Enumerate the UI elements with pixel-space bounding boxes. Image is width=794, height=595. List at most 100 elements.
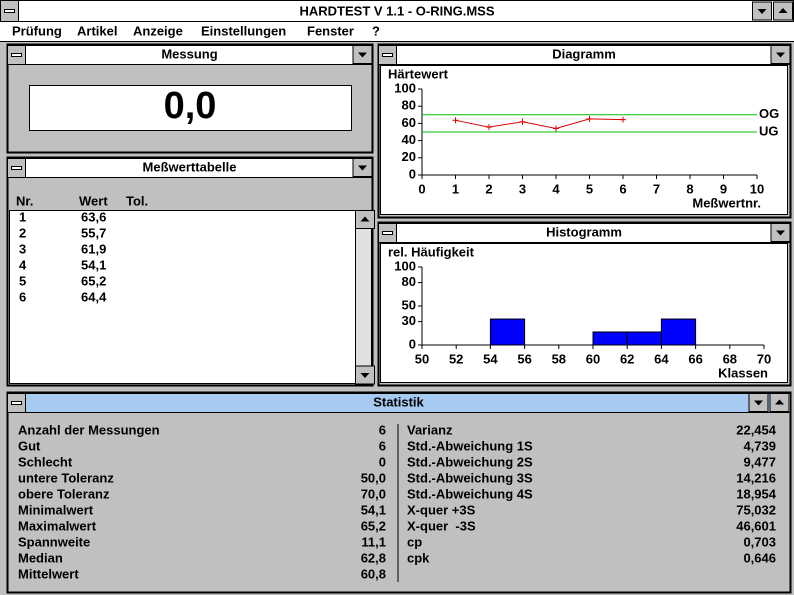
arrow-icon [776, 52, 785, 58]
y-tick-label: 80 [402, 274, 416, 289]
display-box [29, 85, 352, 131]
x-tick-label: 9 [720, 181, 727, 196]
stat-value: 4,739 [743, 438, 776, 453]
system-menu-icon [11, 166, 22, 170]
x-tick-label: 5 [586, 181, 593, 196]
y-tick-label: 100 [394, 80, 416, 95]
x-tick-label: 70 [757, 351, 771, 366]
histogram-bar [626, 331, 662, 346]
stat-label: untere Toleranz [18, 470, 114, 485]
stat-label: obere Toleranz [18, 486, 110, 501]
y-tick-label: 0 [409, 336, 416, 351]
menu-item[interactable]: Einstellungen [201, 23, 286, 38]
table-header: Tol. [126, 193, 148, 208]
x-axis-label: Klassen [718, 365, 768, 380]
data-point [452, 117, 459, 124]
system-menu-icon [11, 401, 22, 405]
x-tick-label: 60 [586, 351, 600, 366]
y-tick-label: 80 [402, 98, 416, 113]
stat-label: Spannweite [18, 534, 90, 549]
plot-background [380, 65, 788, 215]
stat-value: 75,032 [736, 502, 776, 517]
x-tick-label: 62 [620, 351, 634, 366]
x-tick-label: 3 [519, 181, 526, 196]
x-tick-label: 1 [452, 181, 459, 196]
menu-item[interactable]: Prüfung [12, 23, 62, 38]
stat-value: 6 [379, 422, 386, 437]
histogram-bar [660, 318, 697, 346]
stat-value: 65,2 [361, 518, 386, 533]
stat-label: Gut [18, 438, 41, 453]
y-tick-label: 100 [394, 258, 416, 273]
arrow-icon [360, 373, 370, 378]
y-axis-label: rel. Häufigkeit [388, 244, 475, 259]
stat-label: Varianz [407, 422, 453, 437]
system-menu-icon [382, 231, 393, 235]
arrow-icon [358, 165, 367, 171]
y-tick-label: 50 [402, 297, 416, 312]
stat-label: Median [18, 550, 63, 565]
x-tick-label: 6 [619, 181, 626, 196]
stat-value: 54,1 [361, 502, 386, 517]
stat-value: 60,8 [361, 566, 386, 581]
stat-label: Std.-Abweichung 4S [407, 486, 533, 501]
stat-value: 50,0 [361, 470, 386, 485]
table-header: Nr. [16, 193, 33, 208]
system-menu-icon [4, 9, 15, 13]
arrow-icon [775, 399, 784, 405]
table-cell: 1 [19, 209, 26, 224]
data-point [553, 125, 559, 132]
menu-item[interactable]: Anzeige [133, 23, 183, 38]
measurement-display: 0,0 [164, 85, 217, 127]
x-tick-label: 50 [415, 351, 429, 366]
panel-title: Statistik [373, 394, 424, 409]
stat-value: 9,477 [743, 454, 776, 469]
panel-title: Messung [161, 46, 217, 61]
panel-title: Diagramm [552, 46, 616, 61]
data-point [519, 118, 526, 125]
table-cell: 61,9 [81, 241, 106, 256]
stat-label: Anzahl der Messungen [18, 422, 160, 437]
y-axis-label: Härtewert [388, 66, 449, 81]
x-tick-label: 58 [552, 351, 566, 366]
arrow-icon [360, 216, 370, 222]
scrollbar [355, 210, 372, 384]
stat-value: 18,954 [736, 486, 777, 501]
table-cell: 64,4 [81, 289, 107, 304]
y-tick-label: 30 [402, 313, 416, 328]
arrow-icon [754, 400, 763, 406]
table-header: Wert [79, 193, 108, 208]
panel-title: Meßwerttabelle [143, 159, 237, 174]
table-cell: 54,1 [81, 257, 106, 272]
stat-value: 14,216 [736, 470, 776, 485]
menu-item[interactable]: ? [372, 23, 380, 38]
arrow-icon [776, 230, 785, 236]
panel [6, 391, 792, 594]
stat-label: Mittelwert [18, 566, 79, 581]
stat-value: 62,8 [361, 550, 386, 565]
menu-bar [0, 22, 794, 41]
stat-label: Std.-Abweichung 2S [407, 454, 533, 469]
data-line [455, 118, 624, 129]
table-cell: 6 [19, 289, 26, 304]
y-tick-label: 20 [402, 149, 416, 164]
stat-label: cp [407, 534, 422, 549]
arrow-icon [778, 8, 788, 13]
table-cell: 5 [19, 273, 26, 288]
stat-label: Maximalwert [18, 518, 97, 533]
stat-value: 0,703 [743, 534, 776, 549]
stat-label: X-quer -3S [407, 518, 476, 533]
x-tick-label: 64 [654, 351, 669, 366]
panel-title: Histogramm [546, 224, 622, 239]
table-cell: 2 [19, 225, 26, 240]
data-point [620, 116, 626, 123]
y-tick-label: 0 [409, 166, 416, 181]
menu-item[interactable]: Fenster [307, 23, 354, 38]
stat-value: 0 [379, 454, 386, 469]
stat-value: 46,601 [736, 518, 776, 533]
menu-item[interactable]: Artikel [77, 23, 117, 38]
arrow-icon [757, 9, 767, 14]
stat-value: 22,454 [736, 422, 777, 437]
table-cell: 63,6 [81, 209, 106, 224]
